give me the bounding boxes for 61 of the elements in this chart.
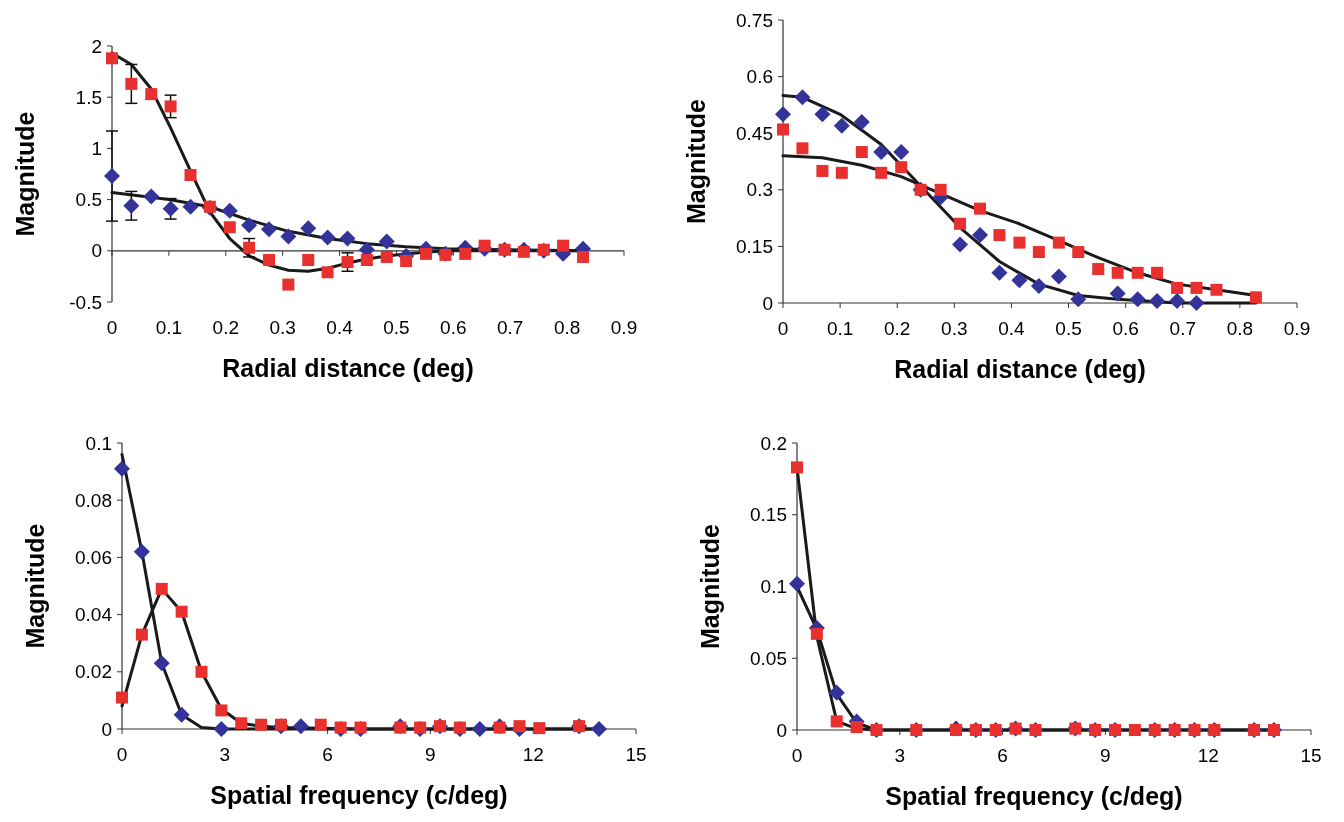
y-axis-title: Magnitude [11,111,39,237]
y-axis-title: Magnitude [682,98,710,224]
y-tick-label: 0.08 [75,489,112,511]
x-axis-title: Radial distance (deg) [894,355,1146,383]
x-tick-label: 9 [425,744,436,765]
x-tick-label: 15 [1300,745,1322,766]
y-tick-label: 0.15 [750,504,787,526]
y-tick-label: 0.02 [75,661,112,683]
x-tick-label: 0.7 [1169,318,1196,339]
x-tick-label: 0 [791,745,803,766]
x-tick-label: 6 [322,744,333,765]
y-tick-label: 0.45 [736,122,773,144]
y-tick-label: 1.5 [75,86,102,108]
x-tick-label: 0.6 [1112,318,1139,339]
y-tick-label: 0.3 [746,179,773,201]
y-tick-label: 0.75 [736,9,773,31]
x-tick-label: 12 [522,744,544,765]
y-tick-label: 0.05 [750,647,787,669]
y-tick-label: 0.04 [75,604,113,626]
y-tick-label: 0 [101,718,112,740]
x-tick-label: 3 [219,744,231,765]
x-tick-label: 0.8 [553,317,581,338]
x-tick-label: 12 [1197,745,1219,766]
y-tick-label: 0.1 [85,432,112,454]
x-tick-label: 0.7 [497,317,524,338]
y-tick-label: 0.06 [75,547,112,569]
x-tick-label: 0.9 [1283,318,1311,339]
y-tick-label: 0 [762,292,773,314]
x-axis-title: Radial distance (deg) [222,354,474,382]
x-tick-label: 0.5 [383,317,410,338]
x-axis-title: Spatial frequency (c/deg) [885,782,1183,810]
x-tick-label: 0.6 [440,317,467,338]
y-axis-title: Magnitude [696,523,724,649]
x-tick-label: 0.3 [269,317,296,338]
y-tick-label: 2 [91,35,102,57]
x-tick-label: 0 [116,744,128,765]
x-tick-label: 0.8 [1226,318,1254,339]
x-tick-label: 9 [1100,745,1111,766]
x-tick-label: 0.5 [1055,318,1082,339]
x-tick-label: 3 [894,745,906,766]
x-tick-label: 0.9 [610,317,638,338]
y-axis-title: Magnitude [21,523,49,649]
x-tick-label: 0.2 [212,317,239,338]
x-tick-label: 0.3 [941,318,968,339]
x-axis-title: Spatial frequency (c/deg) [210,781,508,809]
y-tick-label: 0.6 [746,66,773,88]
x-tick-label: 0.1 [155,317,183,338]
y-tick-label: -0.5 [69,291,102,313]
x-tick-label: 15 [625,744,647,765]
x-tick-label: 0.4 [998,318,1026,339]
y-tick-label: 0.15 [736,236,773,258]
x-tick-label: 0.1 [826,318,854,339]
y-tick-label: 0.5 [75,189,102,211]
x-tick-label: 0.4 [326,317,354,338]
x-tick-label: 0.2 [884,318,911,339]
y-tick-label: 0.2 [760,432,787,454]
y-tick-label: 0 [776,719,787,741]
y-tick-label: 0 [91,240,102,262]
x-tick-label: 6 [997,745,1008,766]
y-tick-label: 0.1 [760,576,787,598]
y-tick-label: 1 [91,138,102,160]
